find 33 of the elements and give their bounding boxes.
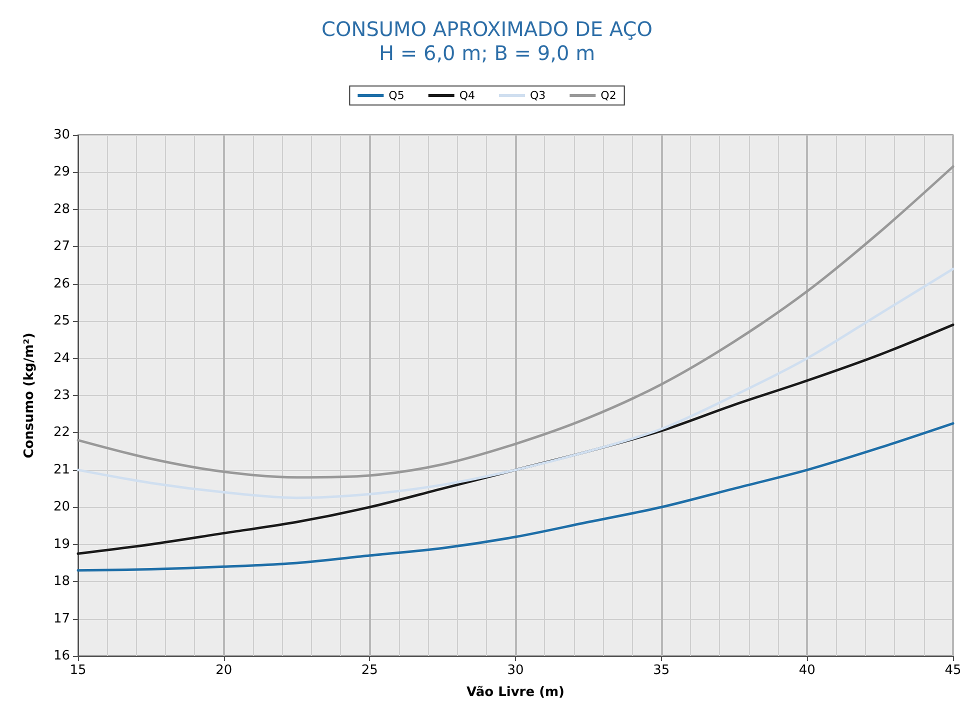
y-tick-label: 23 [53,388,70,403]
legend-label: Q3 [530,89,546,102]
y-tick-label: 27 [53,239,70,254]
legend-label: Q4 [459,89,476,102]
y-tick-label: 16 [53,648,70,664]
y-tick-label: 17 [53,611,70,626]
x-tick-label: 45 [944,663,962,678]
y-tick-label: 24 [53,350,70,366]
y-tick-label: 29 [53,164,70,180]
line-series [76,268,954,500]
x-tick-label: 35 [653,663,670,678]
x-tick-label: 30 [507,663,524,678]
legend-label: Q5 [388,89,404,102]
chart-title: CONSUMO APROXIMADO DE AÇO [322,17,652,41]
chart-subtitle: H = 6,0 m; B = 9,0 m [378,41,596,65]
x-tick-label: 20 [216,663,232,678]
y-tick-label: 21 [53,462,70,478]
x-tick-label: 15 [70,663,86,678]
line-series [76,422,954,572]
legend-label: Q2 [600,89,616,102]
y-tick-label: 30 [53,128,70,142]
x-axis-title: Vão Livre (m) [466,685,564,700]
y-tick-label: 20 [53,500,70,515]
y-axis-title: Consumo (kg/m²) [22,332,37,458]
y-tick-label: 18 [53,574,70,590]
x-tick-label: 25 [361,663,378,678]
y-tick-label: 19 [53,536,70,552]
y-tick-label: 25 [53,314,70,329]
y-tick-label: 22 [53,425,70,440]
line-series [76,165,954,479]
y-tick-label: 28 [53,202,70,217]
x-tick-label: 40 [798,663,816,678]
y-tick-label: 26 [53,276,70,292]
